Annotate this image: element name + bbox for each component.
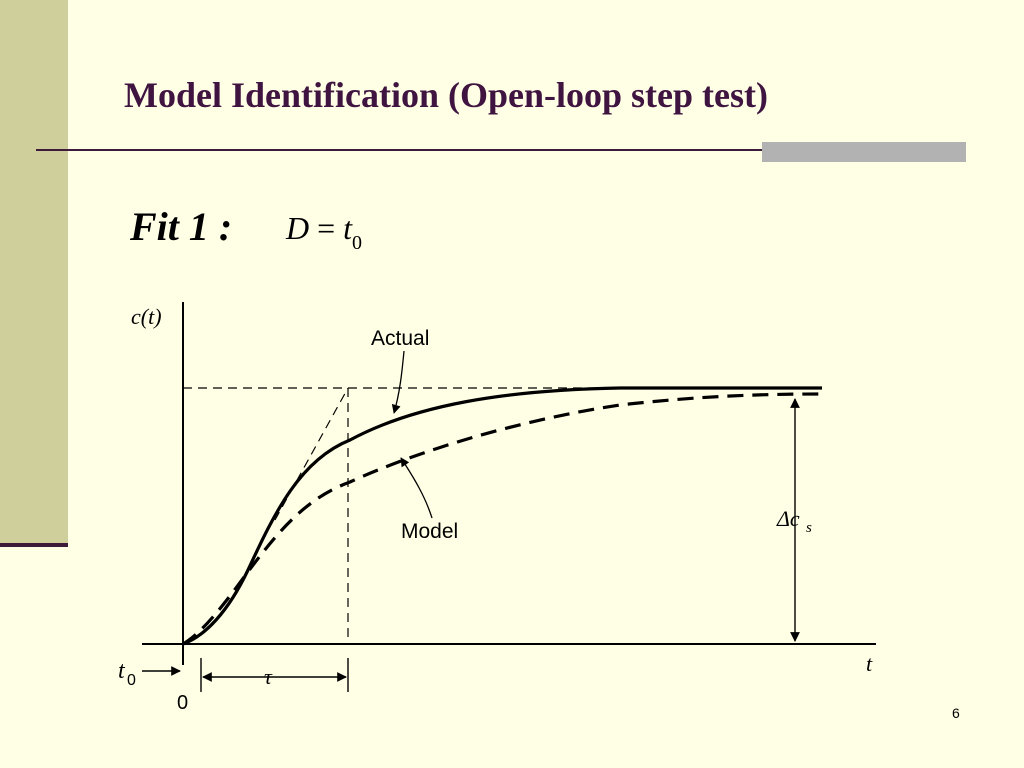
equation-lhs: D (286, 210, 310, 246)
equation-equals: = (317, 210, 336, 246)
tau-label: τ (264, 664, 273, 689)
t0-subscript: 0 (127, 672, 136, 689)
tangent-line (274, 387, 349, 521)
title-rule (36, 149, 966, 151)
x-axis-label: t (866, 651, 873, 676)
equation-rhs: t (343, 210, 353, 246)
actual-pointer (391, 350, 405, 414)
title-accent-bar (762, 142, 966, 162)
y-axis-label: c(t) (131, 304, 162, 329)
slide-title: Model Identification (Open-loop step tes… (124, 75, 768, 115)
delta-cs-subscript: s (806, 520, 812, 536)
origin-label: 0 (177, 692, 188, 714)
model-label: Model (401, 520, 458, 543)
fit-label: Fit 1 : (130, 204, 233, 249)
page-number: 6 (952, 705, 960, 721)
model-curve (182, 392, 823, 646)
actual-curve (182, 386, 822, 646)
delta-cs-label: Δc (776, 506, 800, 531)
actual-label: Actual (371, 327, 429, 350)
model-pointer (400, 457, 433, 519)
left-decorative-band (0, 0, 68, 545)
delay-equation: D = t0 (286, 210, 362, 254)
t0-label: t (118, 658, 126, 684)
equation-rhs-subscript: 0 (352, 232, 363, 254)
left-band-rule (0, 543, 68, 547)
